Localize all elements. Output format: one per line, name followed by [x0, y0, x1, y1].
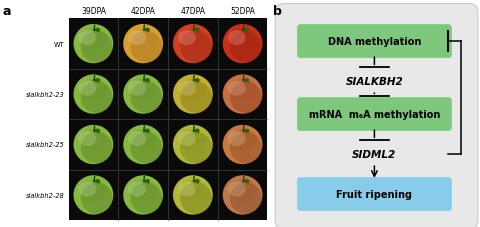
- Ellipse shape: [173, 125, 213, 164]
- Ellipse shape: [178, 182, 196, 197]
- Ellipse shape: [228, 182, 246, 197]
- Ellipse shape: [173, 75, 213, 114]
- Text: slalkbh2-28: slalkbh2-28: [26, 192, 64, 198]
- FancyBboxPatch shape: [297, 26, 452, 59]
- Ellipse shape: [79, 31, 96, 46]
- Ellipse shape: [123, 25, 163, 64]
- Ellipse shape: [131, 82, 162, 114]
- Ellipse shape: [81, 82, 112, 114]
- Ellipse shape: [179, 79, 207, 101]
- Ellipse shape: [179, 129, 207, 151]
- Ellipse shape: [223, 25, 263, 64]
- Ellipse shape: [73, 75, 113, 114]
- Ellipse shape: [180, 183, 212, 214]
- Text: 52DPA: 52DPA: [230, 7, 255, 16]
- Text: b: b: [273, 5, 282, 17]
- Ellipse shape: [179, 29, 207, 50]
- Text: WT: WT: [54, 41, 64, 47]
- Ellipse shape: [223, 75, 263, 114]
- Text: SIDML2: SIDML2: [352, 149, 396, 159]
- Ellipse shape: [123, 175, 163, 215]
- Ellipse shape: [128, 182, 146, 197]
- Ellipse shape: [230, 32, 262, 63]
- FancyBboxPatch shape: [297, 178, 452, 211]
- Text: slalkbh2-25: slalkbh2-25: [26, 142, 64, 148]
- Ellipse shape: [228, 129, 256, 151]
- Text: a: a: [3, 5, 11, 17]
- Ellipse shape: [223, 125, 263, 164]
- FancyBboxPatch shape: [275, 5, 478, 227]
- Text: 39DPA: 39DPA: [81, 7, 106, 16]
- Ellipse shape: [223, 175, 263, 215]
- Ellipse shape: [180, 82, 212, 114]
- Ellipse shape: [173, 25, 213, 64]
- Ellipse shape: [128, 131, 146, 146]
- Ellipse shape: [73, 125, 113, 164]
- Ellipse shape: [123, 75, 163, 114]
- Text: slalkbh2-23: slalkbh2-23: [26, 92, 64, 98]
- Text: SIALKBH2: SIALKBH2: [346, 77, 403, 87]
- Ellipse shape: [228, 81, 246, 96]
- Ellipse shape: [81, 132, 112, 164]
- Ellipse shape: [179, 180, 207, 201]
- Text: mRNA  m₆A methylation: mRNA m₆A methylation: [309, 110, 440, 120]
- Ellipse shape: [173, 175, 213, 215]
- Ellipse shape: [79, 81, 96, 96]
- Ellipse shape: [129, 180, 157, 201]
- Ellipse shape: [79, 131, 96, 146]
- Ellipse shape: [230, 132, 262, 164]
- Text: DNA methylation: DNA methylation: [328, 37, 421, 47]
- Ellipse shape: [80, 29, 108, 50]
- Ellipse shape: [228, 180, 256, 201]
- Ellipse shape: [129, 29, 157, 50]
- Ellipse shape: [81, 32, 112, 63]
- FancyBboxPatch shape: [297, 98, 452, 131]
- Bar: [69, 19, 267, 220]
- Ellipse shape: [80, 180, 108, 201]
- Ellipse shape: [80, 129, 108, 151]
- Ellipse shape: [123, 125, 163, 164]
- Ellipse shape: [81, 183, 112, 214]
- Ellipse shape: [228, 29, 256, 50]
- Ellipse shape: [129, 129, 157, 151]
- Ellipse shape: [178, 31, 196, 46]
- Ellipse shape: [180, 132, 212, 164]
- Ellipse shape: [228, 131, 246, 146]
- Text: Fruit ripening: Fruit ripening: [336, 189, 412, 199]
- Text: 42DPA: 42DPA: [131, 7, 156, 16]
- Ellipse shape: [228, 79, 256, 101]
- Ellipse shape: [131, 32, 162, 63]
- Ellipse shape: [73, 25, 113, 64]
- Ellipse shape: [128, 31, 146, 46]
- Ellipse shape: [129, 79, 157, 101]
- Ellipse shape: [180, 32, 212, 63]
- Ellipse shape: [178, 81, 196, 96]
- Ellipse shape: [230, 183, 262, 214]
- Ellipse shape: [228, 31, 246, 46]
- Ellipse shape: [79, 182, 96, 197]
- Ellipse shape: [230, 82, 262, 114]
- Ellipse shape: [178, 131, 196, 146]
- Text: 47DPA: 47DPA: [180, 7, 205, 16]
- Ellipse shape: [131, 183, 162, 214]
- Ellipse shape: [131, 132, 162, 164]
- Ellipse shape: [80, 79, 108, 101]
- Ellipse shape: [73, 175, 113, 215]
- Ellipse shape: [128, 81, 146, 96]
